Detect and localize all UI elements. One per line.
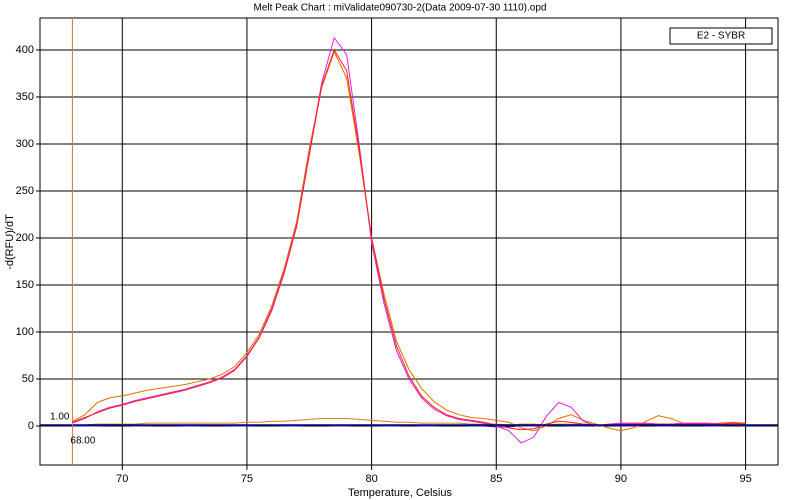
x-tick-label: 95 [739,473,751,485]
series-line [72,50,746,432]
x-tick-label: 80 [365,473,377,485]
threshold-label: 1.00 [50,412,70,423]
chart-title: Melt Peak Chart : miValidate090730-2(Dat… [254,3,547,14]
y-tick-label: 50 [22,373,34,385]
y-tick-label: 350 [16,91,34,103]
plot-area [39,17,779,466]
x-tick-label: 85 [490,473,502,485]
series-line [72,36,746,444]
y-tick-label: 400 [16,44,34,56]
legend-box [669,27,773,45]
y-tick-label: 0 [28,420,34,432]
x-tick-label: 70 [116,473,128,485]
series-line [72,48,746,431]
y-tick-label: 250 [16,185,34,197]
y-tick-label: 300 [16,138,34,150]
y-tick-label: 100 [16,326,34,338]
x-tick-label: 90 [615,473,627,485]
y-tick-label: 200 [16,232,34,244]
x-tick-label: 75 [241,473,253,485]
x-axis-label: Temperature, Celsius [348,487,452,499]
cursor-label: 68.00 [70,436,95,447]
y-axis-label: -d(RFU)/dT [4,214,16,270]
y-tick-label: 150 [16,279,34,291]
legend-label: E2 - SYBR [697,31,745,42]
